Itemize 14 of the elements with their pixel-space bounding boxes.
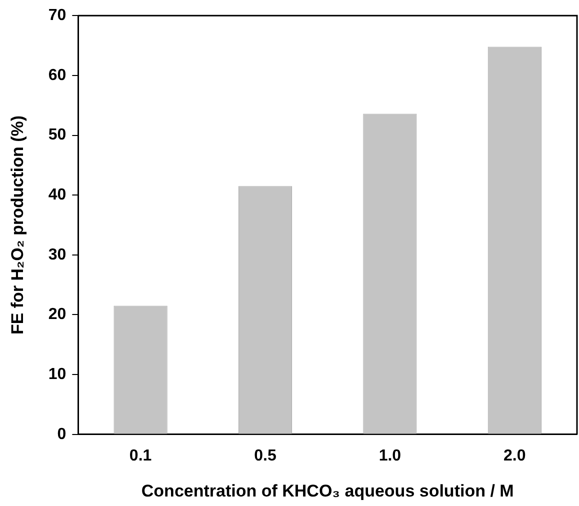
y-tick-label: 60 bbox=[48, 66, 66, 84]
y-tick-label: 0 bbox=[57, 426, 66, 443]
y-tick-label: 30 bbox=[48, 246, 66, 264]
y-axis-title: FE for H₂O₂ production (%) bbox=[8, 115, 27, 335]
x-tick-label: 2.0 bbox=[504, 447, 526, 464]
x-tick-label: 0.5 bbox=[254, 447, 276, 464]
x-tick-label: 1.0 bbox=[378, 447, 402, 464]
x-tick-label: 0.1 bbox=[129, 447, 152, 464]
y-tick-label: 20 bbox=[48, 306, 66, 324]
y-tick-label: 40 bbox=[48, 186, 66, 204]
y-tick-label: 50 bbox=[48, 126, 66, 144]
x-axis-title: Concentration of KHCO₃ aqueous solution / M bbox=[141, 481, 514, 500]
y-tick-label: 10 bbox=[48, 366, 66, 383]
y-tick-label: 70 bbox=[48, 7, 66, 24]
